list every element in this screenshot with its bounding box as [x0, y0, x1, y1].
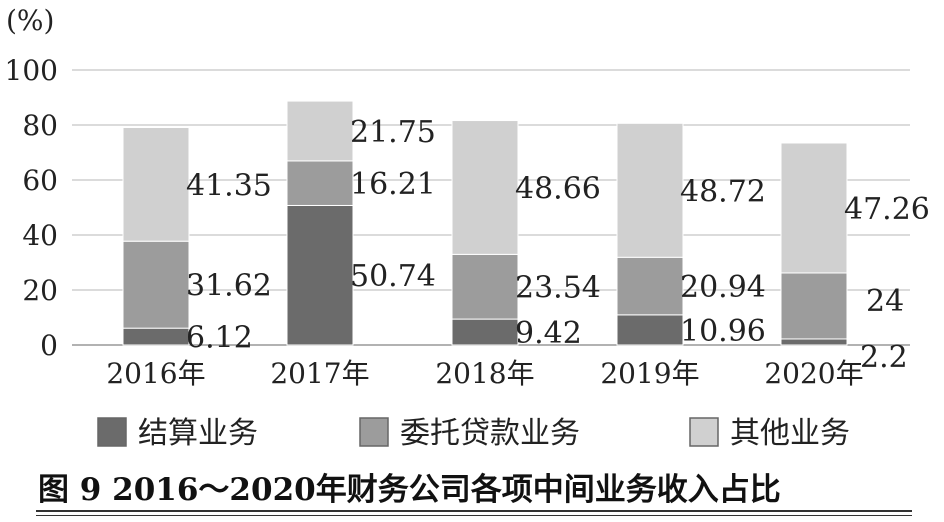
bar-segment [616, 256, 684, 316]
data-label: 10.96 [680, 314, 766, 349]
y-tick-label: 20 [22, 274, 58, 307]
legend-label: 结算业务 [138, 416, 258, 451]
bar-segment [122, 240, 190, 329]
y-tick-label: 80 [22, 109, 58, 142]
data-label: 9.42 [515, 316, 582, 351]
data-label: 21.75 [350, 115, 436, 150]
figure-caption: 图 9 2016～2020年财务公司各项中间业务收入占比 [38, 472, 781, 508]
bar-segment [286, 100, 354, 162]
caption-rule [36, 510, 912, 512]
data-label: 6.12 [186, 321, 253, 356]
y-axis-ticks: 0 20 40 60 80 100 [5, 54, 58, 362]
x-tick-label: 2016年 [106, 357, 205, 390]
legend-swatch [689, 417, 719, 447]
bar-segment [451, 253, 519, 320]
bar-segment [616, 314, 684, 346]
data-label: 47.26 [844, 192, 930, 227]
data-label: 48.66 [515, 171, 601, 206]
bar-segment [616, 122, 684, 258]
data-label: 2.2 [860, 340, 908, 375]
x-tick-label: 2018年 [435, 357, 534, 390]
bars [122, 100, 848, 346]
data-label: 48.72 [680, 174, 766, 209]
y-tick-label: 40 [22, 219, 58, 252]
y-tick-label: 100 [5, 54, 58, 87]
caption-rule-thin [36, 515, 912, 516]
data-label: 50.74 [350, 259, 436, 294]
data-label: 20.94 [680, 270, 766, 305]
bar-segment [451, 318, 519, 346]
bar-segment [780, 142, 848, 274]
legend-label: 其他业务 [730, 416, 850, 451]
data-label: 23.54 [515, 271, 601, 306]
data-label: 24 [866, 284, 904, 319]
x-tick-label: 2019年 [600, 357, 699, 390]
y-tick-label: 60 [22, 164, 58, 197]
y-unit-label: (%) [6, 4, 54, 37]
legend-label: 委托贷款业务 [400, 416, 580, 451]
bar-segment [286, 160, 354, 206]
legend: 结算业务 委托贷款业务 其他业务 [97, 416, 850, 451]
x-tick-label: 2017年 [270, 357, 369, 390]
bar-segment [780, 338, 848, 346]
bar-segment [122, 127, 190, 242]
bar-segment [286, 204, 354, 346]
data-labels: 6.12 31.62 41.35 50.74 16.21 21.75 9.42 23.54 48… [186, 115, 930, 375]
data-label: 16.21 [350, 167, 436, 202]
bar-segment [122, 327, 190, 346]
legend-swatch [97, 417, 127, 447]
data-label: 31.62 [186, 269, 272, 304]
bar-segment [780, 272, 848, 340]
stacked-bar-chart: (%) 0 20 40 60 80 100 6.12 31.62 41.35 50.74 16.2… [5, 4, 930, 451]
x-axis-ticks: 2016年 2017年 2018年 2019年 2020年 [106, 357, 863, 390]
data-label: 41.35 [186, 168, 272, 203]
x-tick-label: 2020年 [764, 357, 863, 390]
bar-segment [451, 120, 519, 255]
legend-swatch [359, 417, 389, 447]
y-tick-label: 0 [40, 329, 58, 362]
